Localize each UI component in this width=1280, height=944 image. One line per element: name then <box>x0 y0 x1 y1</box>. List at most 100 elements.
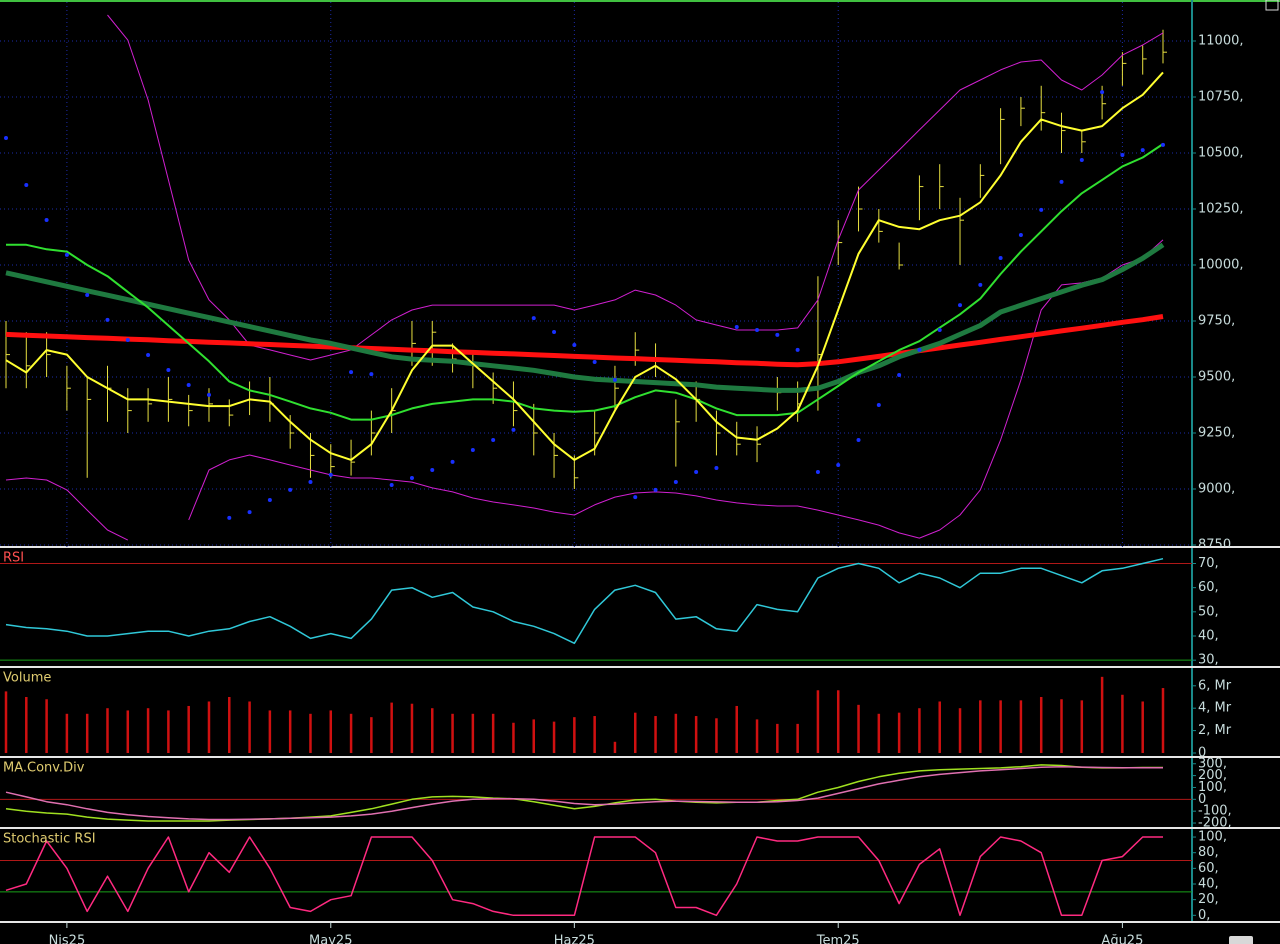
sar-dot <box>775 332 780 337</box>
volume-bar <box>1019 700 1023 753</box>
y-tick-label: 4, Mr <box>1198 701 1232 716</box>
volume-bar <box>715 718 718 753</box>
y-tick-label: 100, <box>1198 780 1227 795</box>
volume-bar <box>877 713 881 753</box>
y-tick-label: 10500, <box>1198 145 1244 160</box>
volume-bar <box>918 708 921 753</box>
sar-dot <box>4 135 8 140</box>
sar-dot <box>1059 179 1064 184</box>
x-tick-label: May25 <box>309 934 352 944</box>
y-tick-label: 11000, <box>1198 33 1244 48</box>
volume-bar <box>735 705 738 753</box>
volume-bar <box>674 713 678 753</box>
volume-bar <box>25 697 28 753</box>
sar-dot <box>328 472 333 477</box>
volume-bar <box>228 697 231 753</box>
y-tick-label: 20, <box>1198 892 1219 907</box>
indicator-line <box>107 14 1164 361</box>
sar-dot <box>978 282 983 287</box>
panel: 300,200,100,0-100,-200, MA.Conv.Div <box>0 756 1232 828</box>
volume-bar <box>4 691 8 753</box>
sar-dot <box>349 370 354 375</box>
volume-bar <box>370 717 373 753</box>
sar-dot <box>998 256 1003 261</box>
indicator-line <box>6 143 1164 421</box>
y-tick-label: 100, <box>1198 830 1227 845</box>
volume-bar <box>694 716 698 753</box>
y-tick-label: 2, Mr <box>1198 723 1232 738</box>
sar-dot <box>85 293 90 298</box>
volume-bar <box>248 701 251 753</box>
sar-dot <box>531 316 536 321</box>
y-tick-label: 80, <box>1198 845 1219 860</box>
volume-bar <box>958 708 962 753</box>
y-tick-label: 10750, <box>1198 89 1244 104</box>
y-tick-label: 300, <box>1198 756 1227 771</box>
sar-dot <box>227 515 232 520</box>
volume-bar <box>329 710 333 753</box>
sar-dot <box>430 467 435 472</box>
sar-dot <box>206 392 211 397</box>
sar-dot <box>105 317 110 322</box>
volume-bar <box>897 712 901 753</box>
volume-bar <box>491 713 495 753</box>
sar-dot <box>470 448 475 453</box>
volume-bar <box>451 713 454 753</box>
sar-dot <box>166 368 171 373</box>
sar-dot <box>755 327 760 332</box>
volume-bar <box>167 710 170 753</box>
sar-dot <box>917 347 922 352</box>
volume-bar <box>1080 700 1084 753</box>
volume-bar <box>106 708 109 753</box>
sar-dot <box>369 372 374 377</box>
sar-dot <box>714 465 719 470</box>
sar-dot <box>958 303 963 308</box>
volume-bar <box>1141 701 1144 753</box>
volume-bar <box>288 710 292 753</box>
sar-dot <box>836 463 841 468</box>
sar-dot <box>491 437 496 442</box>
y-tick-label: 60, <box>1198 580 1219 595</box>
indicator-line <box>5 71 1164 461</box>
sar-dot <box>795 347 800 352</box>
y-tick-label: 9500, <box>1198 369 1235 384</box>
panel: 11000, 10750, 10500, 10250, 10000, 9750, 9500,… <box>0 2 1244 547</box>
y-tick-label: -100, <box>1198 804 1232 819</box>
y-tick-label: 200, <box>1198 768 1227 783</box>
sar-dot <box>815 469 820 474</box>
sar-dot <box>308 480 313 485</box>
corner-button[interactable] <box>1229 936 1253 944</box>
volume-bar <box>755 719 759 753</box>
corner-icon[interactable] <box>1265 0 1279 11</box>
volume-bar <box>776 723 779 753</box>
panel-title: RSI <box>3 551 24 566</box>
sar-dot <box>1100 90 1105 95</box>
volume-bar <box>349 713 353 753</box>
panel: 100,80,60,40,20,0, Stochastic RSI <box>0 830 1227 923</box>
y-tick-label: 10000, <box>1198 257 1244 272</box>
volume-bar <box>857 704 860 753</box>
sar-dot <box>612 377 617 382</box>
y-tick-label: 0, <box>1198 908 1210 923</box>
volume-bar <box>796 723 799 753</box>
volume-bar <box>512 722 515 753</box>
sar-dot <box>125 338 130 343</box>
volume-bar <box>268 710 272 753</box>
sar-dot <box>64 252 69 257</box>
sar-dot <box>511 427 516 432</box>
sar-dot <box>44 217 49 222</box>
y-tick-label: 9000, <box>1198 481 1235 496</box>
sar-dot <box>1120 153 1125 158</box>
sar-dot <box>694 469 699 474</box>
volume-bar <box>390 702 393 753</box>
volume-bar <box>532 719 536 753</box>
y-tick-label: 60, <box>1198 861 1219 876</box>
y-tick-label: 10250, <box>1198 201 1244 216</box>
sar-dot <box>673 480 678 485</box>
sar-dot <box>1140 148 1145 153</box>
indicator-line <box>5 314 1164 368</box>
panel-separators <box>0 546 1280 923</box>
volume-bar <box>654 716 657 753</box>
